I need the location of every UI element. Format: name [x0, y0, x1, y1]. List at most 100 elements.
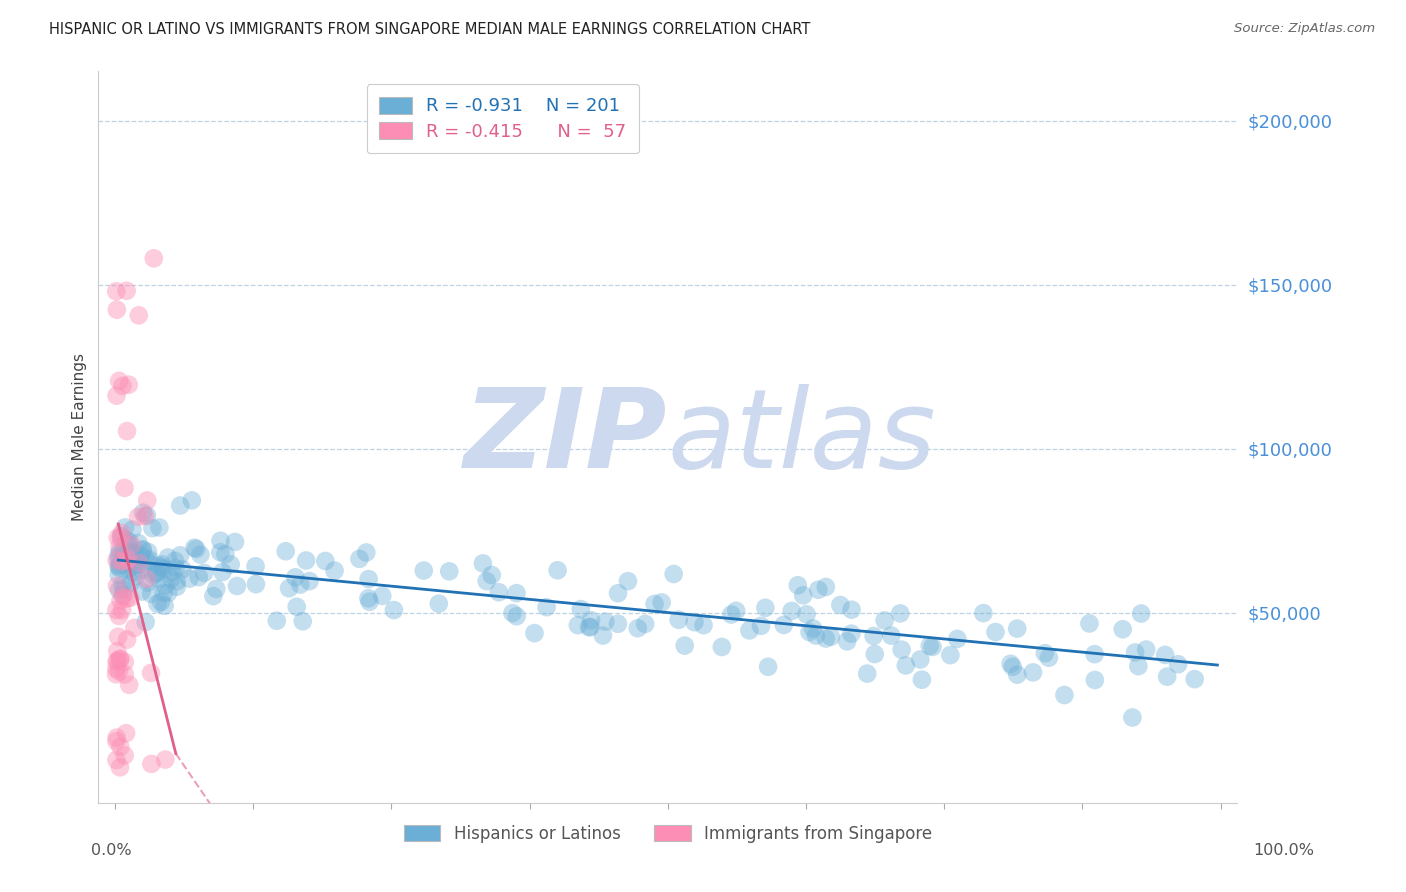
Point	[1156, 670, 1178, 684]
Point	[481, 568, 503, 582]
Point	[820, 630, 842, 644]
Point	[105, 655, 128, 669]
Point	[523, 626, 546, 640]
Point	[284, 570, 307, 584]
Point	[111, 379, 134, 393]
Point	[134, 550, 156, 565]
Point	[117, 556, 139, 570]
Point	[122, 558, 145, 573]
Point	[107, 531, 129, 545]
Point	[128, 556, 150, 570]
Point	[439, 565, 461, 579]
Point	[157, 586, 180, 600]
Point	[135, 615, 157, 629]
Point	[105, 389, 128, 403]
Point	[245, 577, 267, 591]
Point	[105, 731, 128, 745]
Point	[139, 665, 162, 680]
Point	[165, 561, 187, 575]
Text: 0.0%: 0.0%	[91, 843, 132, 858]
Point	[115, 554, 138, 568]
Point	[799, 625, 821, 640]
Point	[837, 634, 859, 648]
Point	[662, 566, 685, 581]
Point	[107, 549, 129, 563]
Point	[245, 559, 267, 574]
Point	[108, 558, 131, 572]
Point	[136, 493, 159, 508]
Point	[105, 667, 128, 681]
Point	[114, 481, 136, 495]
Point	[1112, 622, 1135, 636]
Point	[780, 604, 803, 618]
Point	[278, 581, 301, 595]
Point	[1184, 672, 1206, 686]
Point	[873, 614, 896, 628]
Point	[150, 595, 173, 609]
Point	[105, 553, 128, 567]
Point	[127, 557, 149, 571]
Point	[209, 533, 232, 548]
Point	[139, 557, 162, 571]
Point	[567, 618, 589, 632]
Point	[112, 582, 135, 597]
Point	[607, 586, 630, 600]
Point	[148, 558, 170, 573]
Point	[1038, 650, 1060, 665]
Point	[117, 544, 139, 558]
Point	[121, 523, 143, 537]
Point	[219, 558, 242, 572]
Point	[683, 615, 706, 630]
Point	[114, 667, 136, 681]
Point	[692, 618, 714, 632]
Point	[153, 562, 176, 576]
Point	[141, 756, 163, 771]
Point	[150, 561, 173, 575]
Point	[122, 566, 145, 580]
Point	[205, 582, 228, 596]
Point	[108, 651, 131, 665]
Point	[946, 632, 969, 646]
Point	[136, 575, 159, 590]
Point	[118, 377, 141, 392]
Point	[107, 654, 129, 668]
Point	[110, 529, 132, 543]
Point	[921, 640, 943, 654]
Point	[145, 565, 167, 579]
Point	[131, 563, 153, 577]
Point	[166, 580, 188, 594]
Point	[357, 591, 380, 606]
Point	[150, 558, 173, 572]
Point	[146, 597, 169, 611]
Point	[115, 424, 138, 438]
Point	[193, 566, 215, 580]
Point	[110, 531, 132, 545]
Point	[814, 632, 837, 646]
Point	[108, 652, 131, 666]
Point	[169, 549, 191, 563]
Point	[108, 561, 131, 575]
Point	[863, 647, 886, 661]
Point	[910, 652, 932, 666]
Y-axis label: Median Male Earnings: Median Male Earnings	[72, 353, 87, 521]
Point	[129, 549, 152, 563]
Point	[295, 553, 318, 567]
Point	[110, 593, 132, 607]
Point	[156, 550, 179, 565]
Point	[115, 533, 138, 548]
Point	[108, 374, 131, 388]
Point	[190, 548, 212, 562]
Point	[830, 598, 852, 612]
Point	[105, 302, 128, 317]
Point	[918, 639, 941, 653]
Point	[606, 616, 628, 631]
Point	[105, 734, 128, 748]
Point	[117, 534, 139, 549]
Point	[139, 587, 162, 601]
Point	[841, 626, 863, 640]
Point	[291, 615, 314, 629]
Point	[412, 564, 434, 578]
Point	[634, 616, 657, 631]
Point	[111, 544, 134, 558]
Point	[120, 543, 142, 558]
